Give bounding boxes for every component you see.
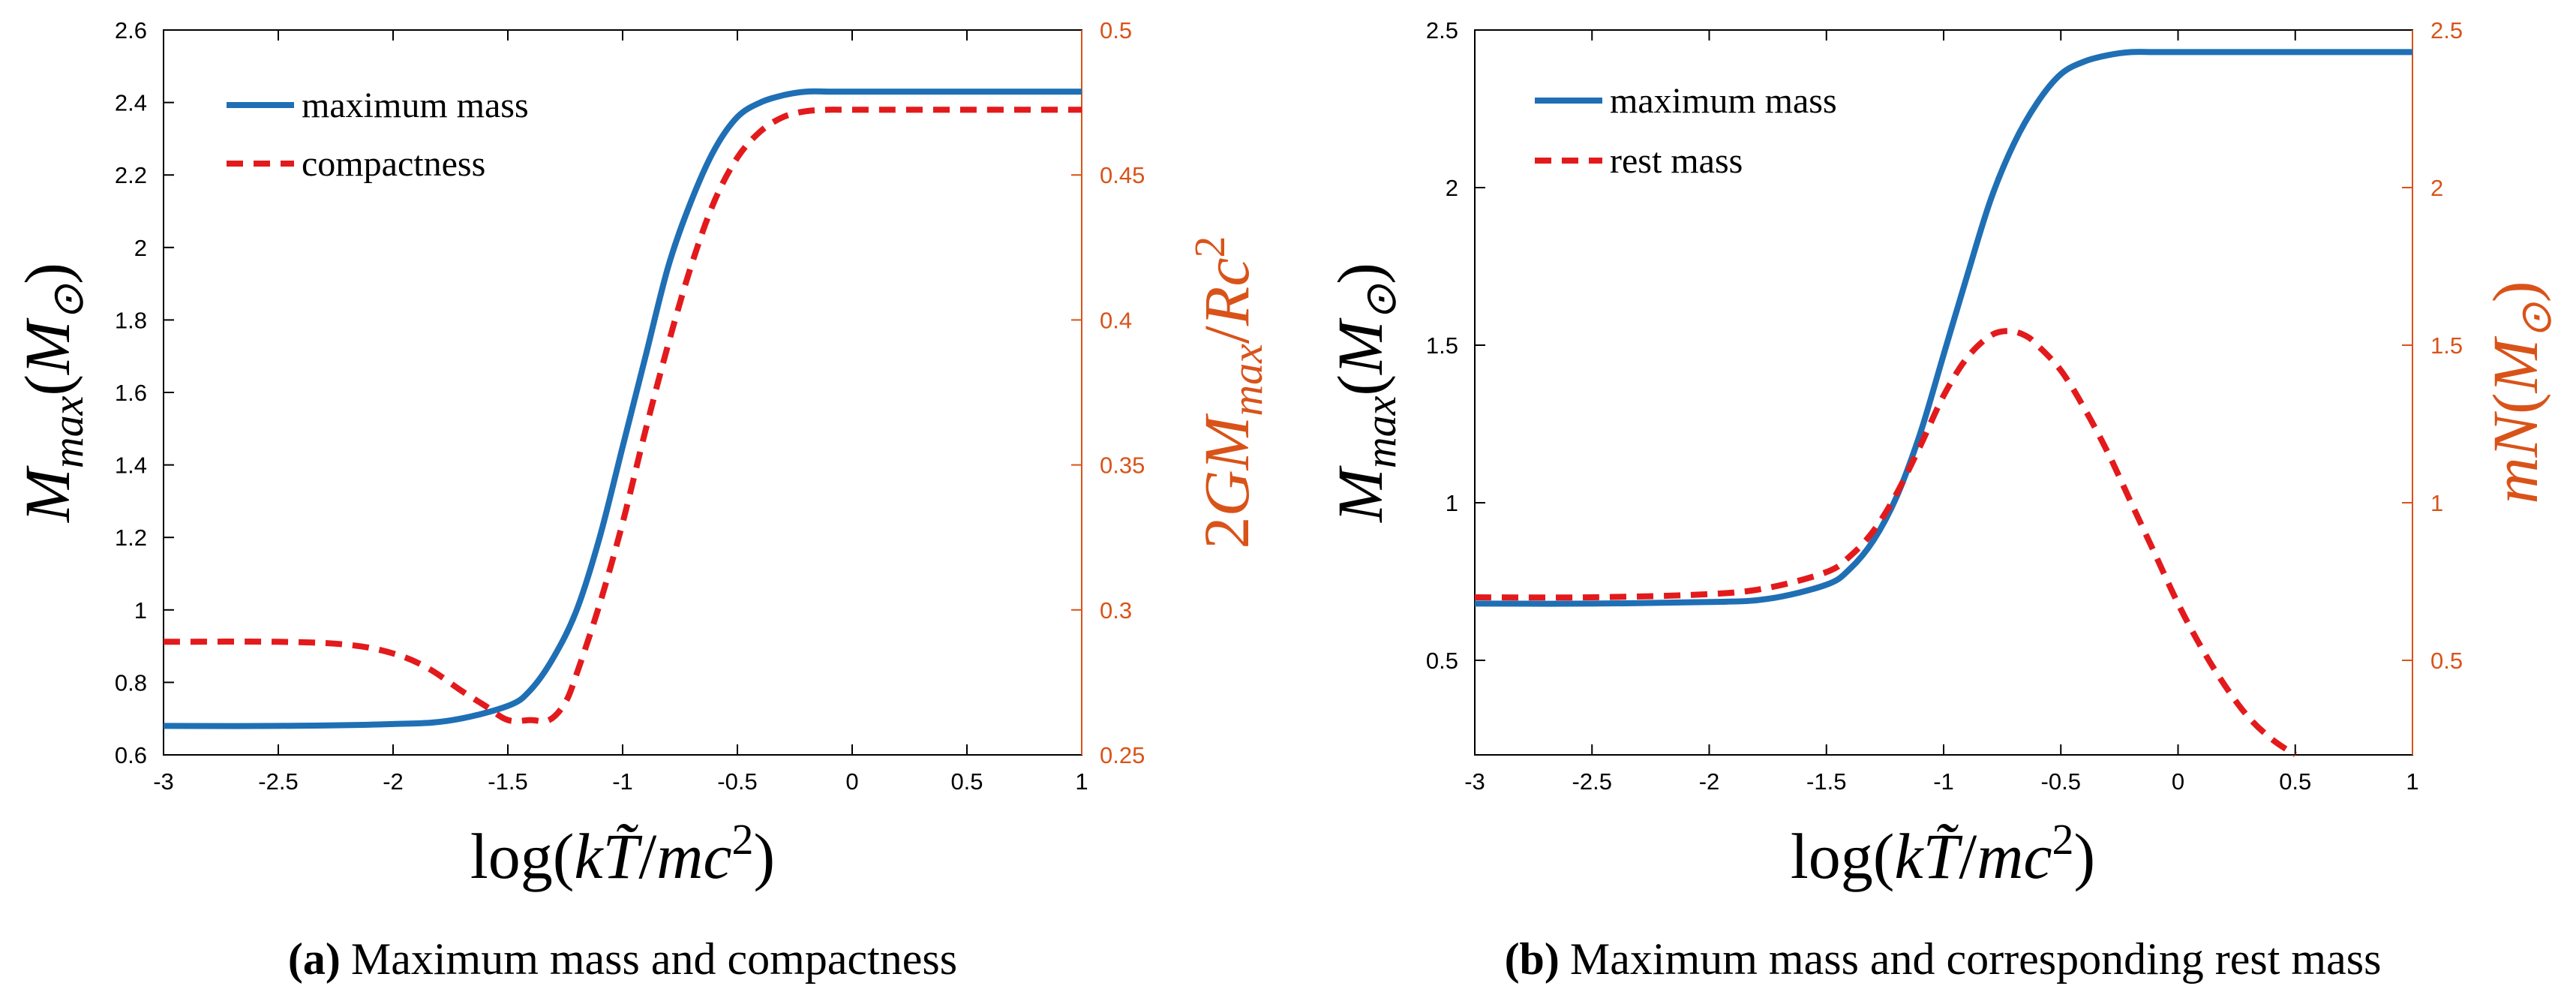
series-line-rest-mass	[1474, 328, 2298, 758]
panel-b-chart: -3 -2.5 -2 -1.5 -1 -0.5 0 0.5 1 0.5 1 1.5 2 2.5 0.5 1 1.…	[1324, 17, 2560, 984]
y-tick-label: 2.5	[1426, 17, 1458, 44]
panel-b-ticks: -3 -2.5 -2 -1.5 -1 -0.5 0 0.5 1 0.5 1 1.5 2 2.5 0.5 1 1.…	[1426, 17, 2463, 795]
panel-a-ticks: -3 -2.5 -2 -1.5 -1 -0.5 0 0.5 1 0.6 0.8 1 1.2 1.4 1.6 1…	[115, 17, 1145, 795]
panel-b-caption-label: (b)	[1505, 934, 1560, 984]
right-y-tick-label: 2.5	[2430, 17, 2463, 44]
right-y-tick-label: 2	[2430, 175, 2443, 201]
right-y-tick-label: 1.5	[2430, 332, 2463, 359]
y-tick-label: 0.6	[115, 742, 147, 768]
y-tick-label: 2.4	[115, 90, 147, 116]
y-tick-label: 1.8	[115, 307, 147, 333]
panel-a-legend: maximum mass compactness	[227, 86, 529, 184]
legend-label-maximum-mass: maximum mass	[1610, 81, 1837, 121]
panel-b-series	[1474, 49, 2412, 758]
y-tick-label: 1	[1446, 490, 1458, 516]
panel-a-plot-frame	[163, 29, 1082, 756]
x-tick-label: -3	[153, 768, 174, 795]
legend-label-compactness: compactness	[302, 144, 485, 184]
right-y-tick-label: 0.4	[1100, 307, 1132, 333]
x-tick-label: -2.5	[1572, 768, 1612, 795]
panel-a-x-axis-label: log(kT̃/mc2)	[470, 815, 775, 892]
legend-label-maximum-mass: maximum mass	[302, 86, 529, 125]
y-tick-label: 2	[1446, 175, 1458, 201]
x-tick-label: -3	[1464, 768, 1485, 795]
y-tick-label: 2.6	[115, 17, 147, 44]
panel-b-x-axis-label: log(kT̃/mc2)	[1791, 815, 2095, 892]
x-tick-label: -2	[1699, 768, 1720, 795]
panel-a-caption-text: Maximum mass and compactness	[351, 934, 957, 984]
panel-b-right-y-axis-label: mN(M⊙)	[2479, 281, 2560, 504]
y-tick-label: 0.5	[1426, 648, 1458, 674]
panel-b-y-axis-label: Mmax(M⊙)	[1324, 263, 1405, 524]
panel-a-y-axis-label: Mmax(M⊙)	[11, 263, 92, 524]
x-tick-label: -1.5	[1806, 768, 1846, 795]
series-line-maximum-mass	[163, 88, 1082, 729]
legend-label-rest-mass: rest mass	[1610, 141, 1743, 181]
y-tick-label: 1	[134, 597, 147, 624]
x-tick-label: -2	[383, 768, 404, 795]
right-y-tick-label: 0.25	[1100, 742, 1145, 768]
y-tick-label: 1.4	[115, 452, 147, 479]
y-tick-label: 2.2	[115, 162, 147, 188]
panel-a-caption-label: (a)	[288, 934, 341, 984]
x-tick-label: -1	[612, 768, 633, 795]
panel-a-caption: (a) Maximum mass and compactness	[288, 934, 957, 984]
x-tick-label: -0.5	[2041, 768, 2081, 795]
right-y-tick-label: 0.45	[1100, 162, 1145, 188]
right-y-tick-label: 0.3	[1100, 597, 1132, 624]
x-tick-label: -1.5	[488, 768, 527, 795]
y-tick-label: 2	[134, 235, 147, 261]
x-tick-label: -2.5	[258, 768, 298, 795]
x-tick-label: 0.5	[950, 768, 983, 795]
panel-b-legend: maximum mass rest mass	[1535, 81, 1837, 181]
y-tick-label: 1.2	[115, 525, 147, 551]
x-tick-label: 1	[2406, 768, 2418, 795]
y-tick-label: 0.8	[115, 669, 147, 696]
right-y-tick-label: 1	[2430, 490, 2443, 516]
y-tick-label: 1.6	[115, 380, 147, 406]
panel-a-series	[163, 88, 1082, 729]
x-tick-label: 0	[2172, 768, 2184, 795]
panel-a-chart: -3 -2.5 -2 -1.5 -1 -0.5 0 0.5 1 0.6 0.8 1 1.2 1.4 1.6 1…	[11, 17, 1271, 984]
right-y-tick-label: 0.5	[1100, 17, 1132, 44]
y-tick-label: 1.5	[1426, 332, 1458, 359]
series-line-compactness	[163, 107, 1082, 725]
x-tick-label: -1	[1933, 768, 1954, 795]
x-tick-label: -0.5	[717, 768, 757, 795]
right-y-tick-label: 0.35	[1100, 452, 1145, 479]
panel-a-right-y-axis-label: 2GMmax/Rc2	[1185, 236, 1271, 549]
panel-b-caption: (b) Maximum mass and corresponding rest m…	[1505, 934, 2382, 984]
x-tick-label: 1	[1075, 768, 1088, 795]
series-line-maximum-mass	[1474, 49, 2412, 607]
right-y-tick-label: 0.5	[2430, 648, 2463, 674]
x-tick-label: 0.5	[2279, 768, 2311, 795]
panel-b-caption-text: Maximum mass and corresponding rest mass	[1570, 934, 2382, 984]
x-tick-label: 0	[845, 768, 858, 795]
